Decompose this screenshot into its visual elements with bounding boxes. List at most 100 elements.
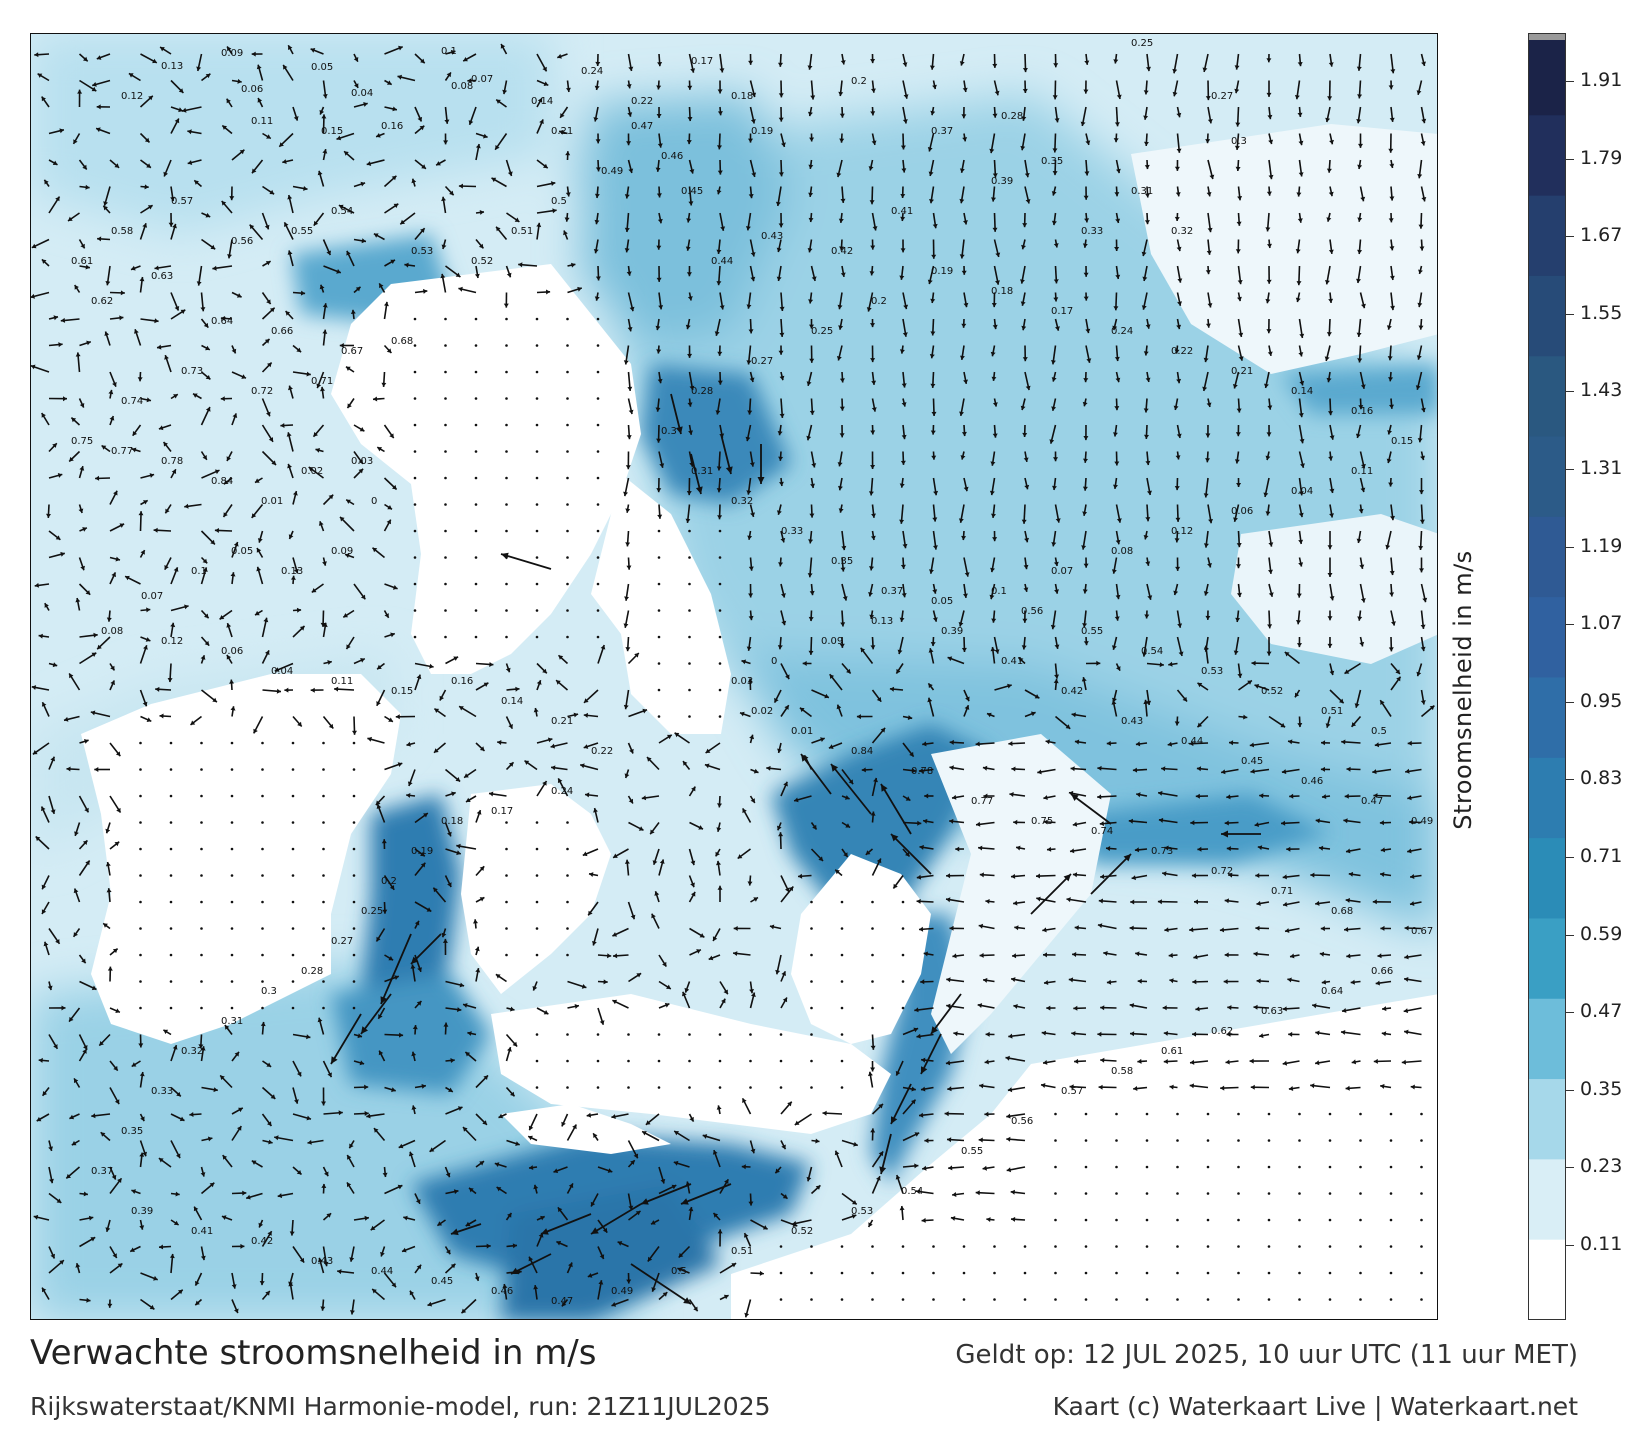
current-vector-head: [878, 1103, 883, 1109]
current-vector-head: [106, 617, 112, 622]
current-vector-head: [930, 642, 936, 647]
current-vector-head: [1391, 621, 1396, 626]
speed-value-label: 0.53: [851, 1206, 873, 1217]
speed-value-label: 0.63: [1261, 1006, 1283, 1017]
current-vector-head: [1236, 221, 1242, 226]
current-vector-head: [962, 137, 968, 142]
current-vector-head: [437, 1221, 443, 1226]
current-vector-head: [1025, 385, 1031, 391]
calm-dot: [474, 476, 478, 480]
colorbar-tick: [1566, 934, 1574, 936]
current-vector-head: [716, 189, 722, 195]
current-vector-head: [1328, 298, 1334, 303]
current-vector-head: [1421, 197, 1427, 202]
current-vector-head: [307, 1139, 312, 1145]
current-vector-head: [778, 117, 784, 122]
current-vector-head: [876, 697, 882, 702]
colorbar-tick-label: 1.43: [1580, 379, 1623, 402]
current-vector-head: [746, 490, 752, 495]
current-vector-head: [200, 655, 206, 660]
calm-dot: [657, 529, 661, 533]
calm-dot: [1054, 1298, 1057, 1301]
current-vector-head: [1190, 820, 1195, 826]
speed-value-label: 0.45: [681, 186, 703, 197]
speed-value-label: 0.1: [441, 46, 457, 57]
current-vector-head: [1083, 272, 1089, 277]
current-vector-head: [53, 1044, 58, 1049]
current-vector-head: [457, 1106, 463, 1111]
current-vector-head: [1197, 682, 1203, 688]
current-vector-head: [1131, 875, 1136, 881]
current-vector-head: [111, 1174, 117, 1180]
current-vector-head: [220, 396, 225, 402]
speed-value-label: 0.14: [1291, 386, 1313, 397]
current-vector-head: [328, 723, 334, 729]
speed-value-label: 0.27: [751, 356, 773, 367]
current-vector-head: [1339, 698, 1344, 704]
current-vector-head: [989, 490, 995, 496]
current-vector-head: [1237, 280, 1243, 285]
current-vector-head: [178, 107, 183, 113]
current-vector-head: [992, 63, 998, 68]
calm-dot: [139, 794, 142, 798]
current-vector-head: [384, 613, 389, 618]
current-vector-head: [656, 349, 662, 354]
current-vector-head: [227, 254, 232, 259]
land-areas: [81, 124, 1437, 1319]
current-vector-head: [627, 327, 633, 332]
current-vector-head: [840, 198, 846, 203]
current-vector-head: [686, 218, 692, 223]
current-vector-head: [107, 966, 113, 971]
current-vector-head: [781, 620, 787, 626]
current-vector-head: [991, 376, 997, 381]
current-vector-head: [220, 316, 226, 321]
speed-value-label: 0.62: [91, 296, 113, 307]
current-vector-head: [417, 967, 422, 972]
current-vector-head: [749, 989, 754, 994]
calm-dot: [901, 980, 905, 983]
speed-value-label: 0.07: [1051, 566, 1073, 577]
current-vector-head: [82, 164, 87, 170]
current-vector-head: [1020, 405, 1026, 411]
current-vector-head: [822, 1110, 827, 1116]
current-vector-head: [1164, 927, 1169, 933]
current-vector-head: [373, 233, 379, 238]
calm-dot: [1359, 1298, 1362, 1301]
current-vector-head: [733, 951, 738, 956]
current-vector-head: [963, 379, 968, 384]
colorbar-tick: [1566, 1089, 1574, 1091]
current-vector-head: [565, 192, 571, 197]
current-vector-head: [870, 245, 876, 250]
current-vector-head: [1207, 119, 1213, 124]
calm-dot: [1389, 1271, 1393, 1275]
calm-dot: [566, 900, 569, 904]
current-vector-head: [1007, 1087, 1013, 1093]
current-vector-head: [1142, 652, 1147, 657]
current-vector-head: [1147, 490, 1152, 495]
current-vector-head: [95, 475, 100, 481]
current-vector-head: [189, 1112, 194, 1117]
current-vector-head: [861, 767, 866, 773]
current-vector-head: [478, 243, 484, 249]
calm-dot: [1328, 1218, 1332, 1222]
current-vector-head: [536, 680, 542, 685]
current-vector-head: [60, 551, 65, 557]
current-vector-head: [1299, 438, 1305, 444]
current-vector-head: [839, 246, 845, 251]
current-vector-head: [698, 825, 703, 830]
current-vector-head: [1167, 741, 1173, 747]
calm-dot: [1298, 1165, 1301, 1169]
current-vector-head: [1054, 644, 1060, 649]
current-vector-head: [234, 1051, 239, 1057]
calm-dot: [1237, 1165, 1240, 1169]
current-vector-head: [514, 217, 520, 222]
current-vector-head: [43, 941, 49, 947]
current-vector-head: [1084, 60, 1090, 65]
current-vector-head: [911, 1086, 916, 1092]
current-vector-head: [1143, 90, 1149, 95]
speed-value-label: 0.62: [1211, 1026, 1233, 1037]
calm-dot: [1389, 1245, 1393, 1248]
calm-dot: [200, 821, 203, 824]
speed-value-label: 0.31: [1131, 186, 1153, 197]
current-vector-head: [108, 389, 114, 395]
